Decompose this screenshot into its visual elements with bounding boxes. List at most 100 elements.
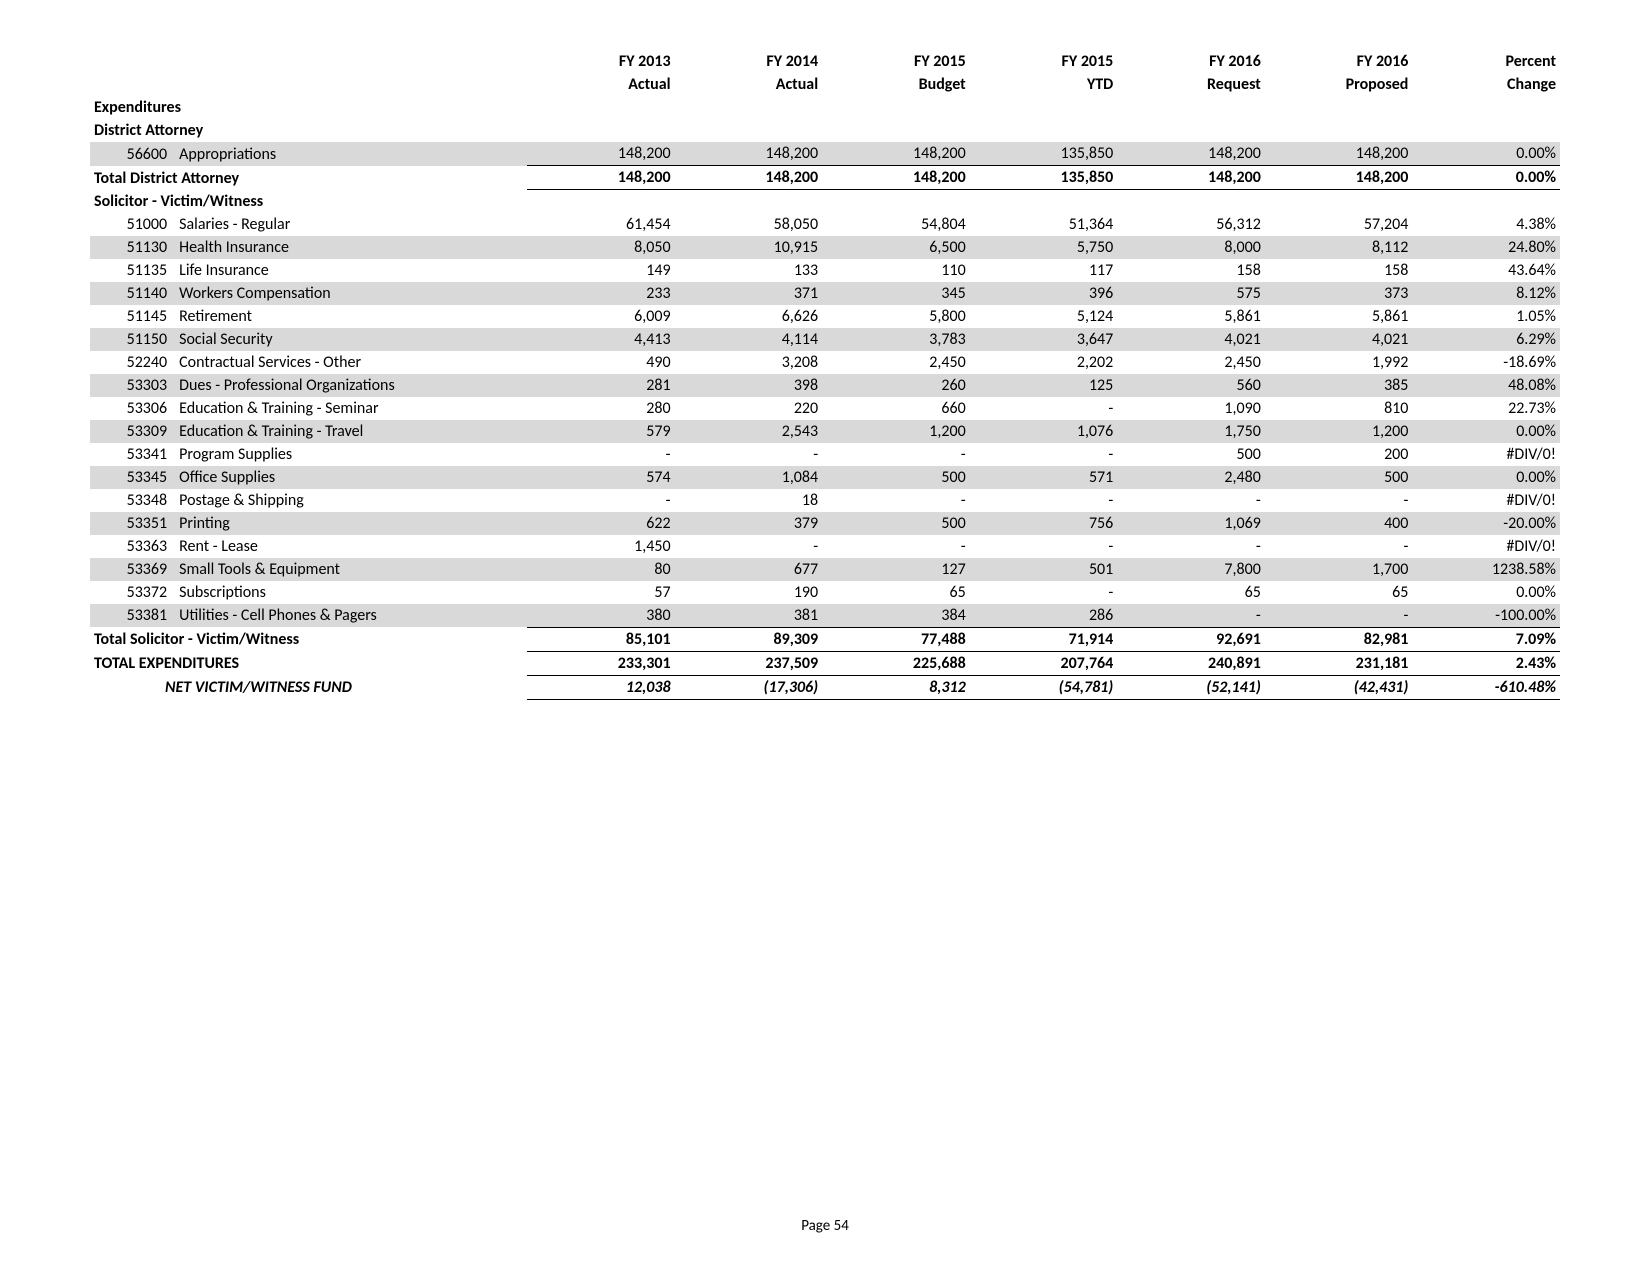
v0: 148,200 [527, 142, 675, 166]
v3: - [970, 581, 1118, 604]
code: 53369 [90, 558, 175, 581]
row-life: 51135 Life Insurance 149 133 110 117 158… [90, 259, 1560, 282]
desc: Education & Training - Travel [175, 420, 527, 443]
v3: 117 [970, 259, 1118, 282]
code: 51135 [90, 259, 175, 282]
v3: 286 [970, 604, 1118, 628]
v3: 3,647 [970, 328, 1118, 351]
v5: (42,431) [1265, 675, 1413, 699]
v6: #DIV/0! [1412, 489, 1560, 512]
v2: 148,200 [822, 142, 970, 166]
v1: 148,200 [675, 142, 823, 166]
v2: 54,804 [822, 213, 970, 236]
desc: TOTAL EXPENDITURES [90, 651, 527, 675]
hdr-pct: Percent [1412, 50, 1560, 73]
v0: 233 [527, 282, 675, 305]
v1: - [675, 443, 823, 466]
row-total-solicitor: Total Solicitor - Victim/Witness 85,101 … [90, 627, 1560, 651]
v2: 2,450 [822, 351, 970, 374]
v1: (17,306) [675, 675, 823, 699]
desc: Utilities - Cell Phones & Pagers [175, 604, 527, 628]
v4: 575 [1117, 282, 1265, 305]
desc: Printing [175, 512, 527, 535]
v6: -20.00% [1412, 512, 1560, 535]
v2: 3,783 [822, 328, 970, 351]
v3: (54,781) [970, 675, 1118, 699]
v1: 58,050 [675, 213, 823, 236]
v3: - [970, 443, 1118, 466]
v6: 0.00% [1412, 581, 1560, 604]
v3: 207,764 [970, 651, 1118, 675]
v2: - [822, 489, 970, 512]
v6: -610.48% [1412, 675, 1560, 699]
v4: 2,480 [1117, 466, 1265, 489]
v3: 1,076 [970, 420, 1118, 443]
row-workers: 51140 Workers Compensation 233 371 345 3… [90, 282, 1560, 305]
code: 51145 [90, 305, 175, 328]
v2: 1,200 [822, 420, 970, 443]
v2: - [822, 443, 970, 466]
desc: Health Insurance [175, 236, 527, 259]
v1: 133 [675, 259, 823, 282]
row-edu-sem: 53306 Education & Training - Seminar 280… [90, 397, 1560, 420]
v4: 65 [1117, 581, 1265, 604]
desc: Total Solicitor - Victim/Witness [90, 627, 527, 651]
v5: 4,021 [1265, 328, 1413, 351]
row-appropriations: 56600 Appropriations 148,200 148,200 148… [90, 142, 1560, 166]
row-utilities: 53381 Utilities - Cell Phones & Pagers 3… [90, 604, 1560, 628]
v4: 148,200 [1117, 142, 1265, 166]
desc: Social Security [175, 328, 527, 351]
v1: 2,543 [675, 420, 823, 443]
code: 56600 [90, 142, 175, 166]
row-net-fund: NET VICTIM/WITNESS FUND 12,038 (17,306) … [90, 675, 1560, 699]
v4: 4,021 [1117, 328, 1265, 351]
code: 53381 [90, 604, 175, 628]
v0: 622 [527, 512, 675, 535]
v0: 574 [527, 466, 675, 489]
v3: 135,850 [970, 142, 1118, 166]
v5: 82,981 [1265, 627, 1413, 651]
v1: 18 [675, 489, 823, 512]
v0: - [527, 489, 675, 512]
v0: - [527, 443, 675, 466]
desc: Total District Attorney [90, 166, 527, 190]
desc: Salaries - Regular [175, 213, 527, 236]
v1: 237,509 [675, 651, 823, 675]
row-office: 53345 Office Supplies 574 1,084 500 571 … [90, 466, 1560, 489]
v5: 148,200 [1265, 166, 1413, 190]
row-printing: 53351 Printing 622 379 500 756 1,069 400… [90, 512, 1560, 535]
v1: 10,915 [675, 236, 823, 259]
solicitor-label: Solicitor - Victim/Witness [90, 190, 527, 213]
hdr-budget: Budget [822, 73, 970, 96]
row-ss: 51150 Social Security 4,413 4,114 3,783 … [90, 328, 1560, 351]
v2: 345 [822, 282, 970, 305]
row-health: 51130 Health Insurance 8,050 10,915 6,50… [90, 236, 1560, 259]
expenditures-label: Expenditures [90, 96, 527, 119]
code: 53309 [90, 420, 175, 443]
hdr-fy2016r: FY 2016 [1117, 50, 1265, 73]
v6: #DIV/0! [1412, 535, 1560, 558]
v0: 12,038 [527, 675, 675, 699]
v4: 148,200 [1117, 166, 1265, 190]
v1: 4,114 [675, 328, 823, 351]
desc: Subscriptions [175, 581, 527, 604]
desc: NET VICTIM/WITNESS FUND [90, 675, 527, 699]
hdr-ytd: YTD [970, 73, 1118, 96]
section-district-attorney: District Attorney [90, 119, 1560, 142]
code: 53306 [90, 397, 175, 420]
v1: - [675, 535, 823, 558]
v6: 4.38% [1412, 213, 1560, 236]
v5: 65 [1265, 581, 1413, 604]
v4: 92,691 [1117, 627, 1265, 651]
v1: 89,309 [675, 627, 823, 651]
v2: 384 [822, 604, 970, 628]
row-retirement: 51145 Retirement 6,009 6,626 5,800 5,124… [90, 305, 1560, 328]
row-total-expenditures: TOTAL EXPENDITURES 233,301 237,509 225,6… [90, 651, 1560, 675]
v1: 398 [675, 374, 823, 397]
v3: 396 [970, 282, 1118, 305]
v3: 71,914 [970, 627, 1118, 651]
row-postage: 53348 Postage & Shipping - 18 - - - - #D… [90, 489, 1560, 512]
v4: 560 [1117, 374, 1265, 397]
v5: 5,861 [1265, 305, 1413, 328]
v0: 1,450 [527, 535, 675, 558]
